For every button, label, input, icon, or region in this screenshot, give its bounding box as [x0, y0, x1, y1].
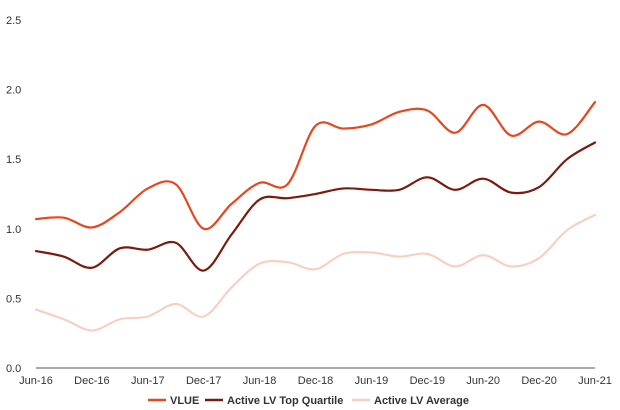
x-tick-label: Dec-19 [410, 375, 445, 387]
x-tick-label: Jun-17 [131, 375, 165, 387]
x-tick-label: Dec-20 [521, 375, 556, 387]
x-tick-label: Jun-19 [355, 375, 389, 387]
legend-label-vlue: VLUE [170, 395, 199, 407]
y-tick-label: 2.5 [6, 15, 21, 27]
y-axis: 0.0 0.5 1.0 1.5 2.0 2.5 [6, 15, 21, 375]
y-tick-label: 1.0 [6, 224, 21, 236]
plot-area [34, 101, 597, 332]
legend: VLUE Active LV Top Quartile Active LV Aver… [148, 395, 469, 407]
x-tick-label: Dec-18 [298, 375, 333, 387]
x-tick-label: Jun-21 [578, 375, 612, 387]
legend-label-active-lv-top-quartile: Active LV Top Quartile [227, 395, 343, 407]
series-line-vlue [34, 101, 597, 231]
x-tick-label: Dec-17 [186, 375, 221, 387]
x-axis: Jun-16 Dec-16 Jun-17 Dec-17 Jun-18 Dec-18 Jun-… [19, 367, 612, 387]
y-tick-label: 2.0 [6, 85, 21, 97]
y-tick-label: 0.5 [6, 293, 21, 305]
y-tick-label: 1.5 [6, 154, 21, 166]
x-tick-label: Jun-20 [466, 375, 500, 387]
x-tick-label: Jun-16 [19, 375, 53, 387]
series-line-active-lv-average [34, 213, 597, 332]
x-tick-label: Jun-18 [243, 375, 277, 387]
series-line-active-lv-top-quartile [34, 141, 597, 272]
legend-label-active-lv-average: Active LV Average [374, 395, 469, 407]
y-tick-label: 0.0 [6, 363, 21, 375]
x-tick-label: Dec-16 [74, 375, 109, 387]
